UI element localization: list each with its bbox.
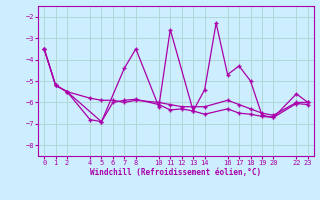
X-axis label: Windchill (Refroidissement éolien,°C): Windchill (Refroidissement éolien,°C): [91, 168, 261, 177]
